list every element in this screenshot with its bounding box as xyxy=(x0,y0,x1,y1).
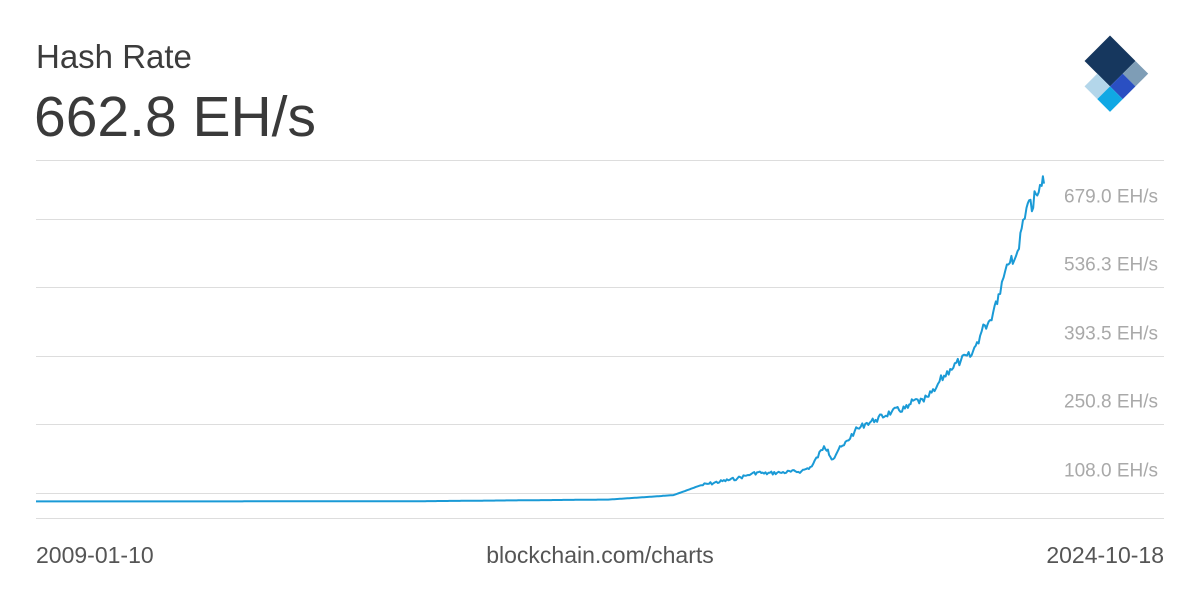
grid-lines xyxy=(36,160,1164,519)
current-value: 662.8 EH/s xyxy=(34,85,316,149)
y-tick-label: 679.0 EH/s xyxy=(1064,187,1158,208)
y-axis-ticks: 108.0 EH/s 250.8 EH/s 393.5 EH/s 536.3 EH/s… xyxy=(1064,187,1158,482)
logo-tile-dark xyxy=(1084,35,1136,87)
start-date-label: 2009-01-10 xyxy=(36,542,154,568)
y-tick-label: 393.5 EH/s xyxy=(1064,324,1158,345)
y-tick-label: 250.8 EH/s xyxy=(1064,392,1158,413)
source-label: blockchain.com/charts xyxy=(486,542,714,568)
y-tick-label: 536.3 EH/s xyxy=(1064,255,1158,276)
y-tick-label: 108.0 EH/s xyxy=(1064,461,1158,482)
blockchain-logo-icon xyxy=(1084,35,1149,112)
hash-rate-series-line xyxy=(36,175,1045,503)
chart-title: Hash Rate xyxy=(36,38,192,75)
end-date-label: 2024-10-18 xyxy=(1046,542,1164,568)
